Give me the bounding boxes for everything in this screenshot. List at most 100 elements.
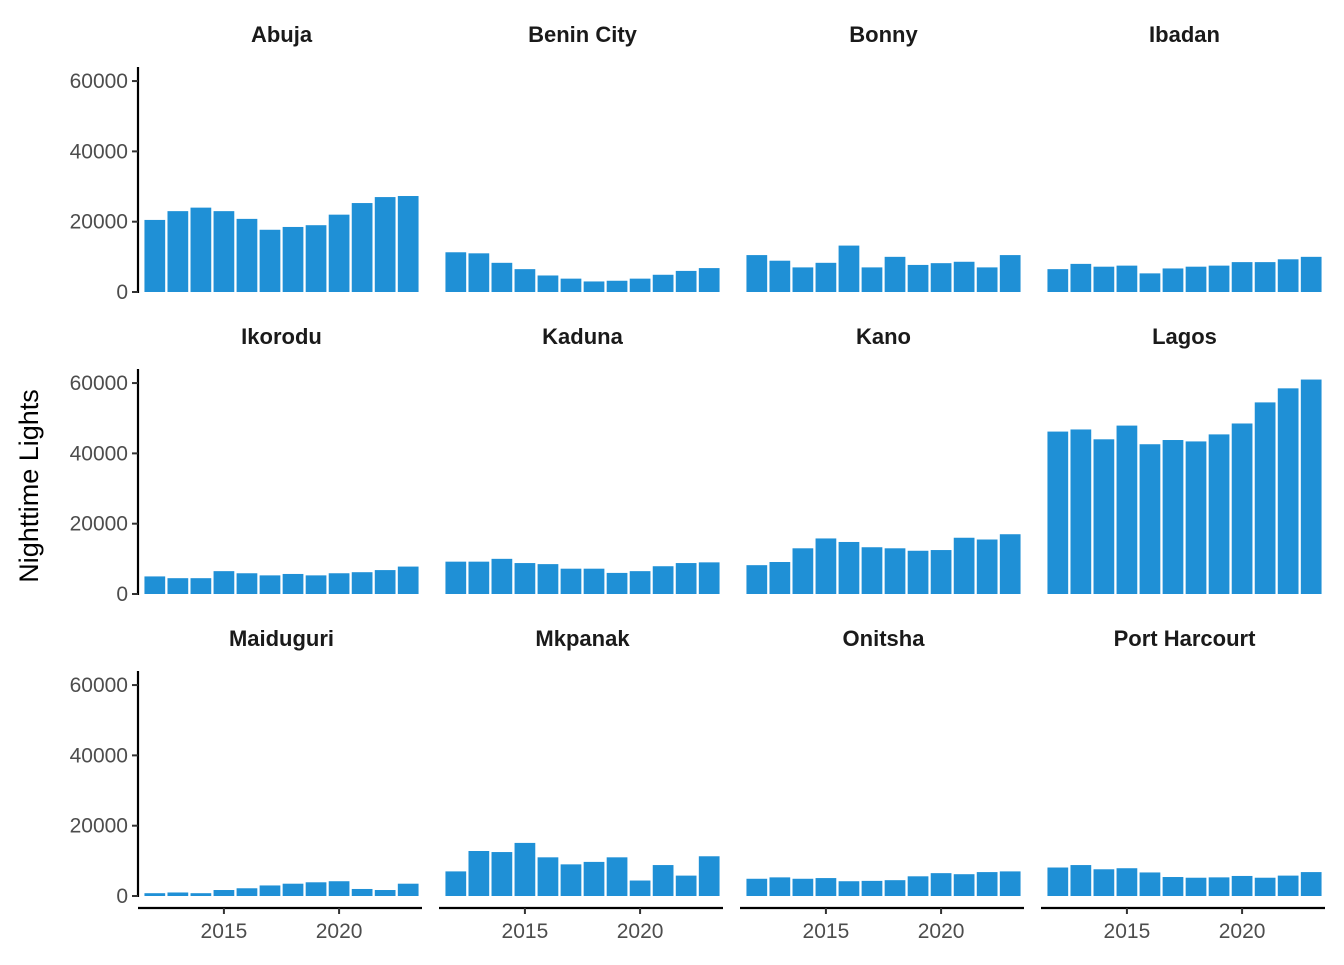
bar [606, 572, 628, 594]
bar [769, 877, 791, 896]
bar [1070, 429, 1092, 594]
bar [838, 245, 860, 292]
y-tick-label: 60000 [70, 70, 128, 93]
x-tick-label: 2020 [1219, 920, 1266, 943]
bar [838, 881, 860, 896]
bar [282, 226, 304, 292]
bar [907, 264, 929, 292]
bar [1208, 265, 1230, 292]
bar [1093, 439, 1115, 594]
bar [953, 537, 975, 594]
facet-title: Kaduna [542, 324, 623, 349]
x-tick-label: 2020 [316, 920, 363, 943]
bar [537, 857, 559, 896]
bar [1231, 262, 1253, 292]
x-tick-label: 2015 [201, 920, 248, 943]
bar [1093, 869, 1115, 896]
bar [1185, 266, 1207, 292]
bar [1070, 865, 1092, 896]
bar [652, 865, 674, 896]
facet-title: Bonny [849, 22, 918, 47]
bar [953, 261, 975, 292]
bar [999, 534, 1021, 594]
bar [491, 558, 513, 594]
bar [884, 256, 906, 292]
bar [1254, 402, 1276, 594]
bar [190, 578, 212, 594]
bar [236, 888, 258, 896]
bar [1254, 877, 1276, 896]
y-tick-label: 60000 [70, 372, 128, 395]
bar [976, 267, 998, 292]
bar [537, 564, 559, 594]
facet-title: Onitsha [843, 626, 926, 651]
bar [698, 856, 720, 896]
bar [445, 252, 467, 292]
bar [629, 880, 651, 896]
y-tick-label: 40000 [70, 744, 128, 767]
bar [328, 214, 350, 292]
bar [213, 890, 235, 896]
bar [884, 548, 906, 594]
bar [930, 550, 952, 594]
bar [1139, 872, 1161, 896]
bar [1116, 265, 1138, 292]
y-tick-label: 20000 [70, 211, 128, 234]
bar [144, 576, 166, 594]
y-tick-label: 0 [116, 281, 128, 304]
bar [491, 852, 513, 896]
bar [397, 566, 419, 594]
bar [305, 575, 327, 594]
bar [1162, 440, 1184, 594]
bar [397, 196, 419, 292]
bar [792, 878, 814, 896]
bar [861, 880, 883, 896]
y-tick-label: 0 [116, 885, 128, 908]
bar [838, 541, 860, 594]
x-tick-label: 2015 [1104, 920, 1151, 943]
bar [167, 578, 189, 594]
bar [190, 207, 212, 293]
bar [328, 881, 350, 896]
facet-title: Mkpanak [535, 626, 630, 651]
bar [328, 573, 350, 594]
bar [698, 562, 720, 594]
bar [1208, 434, 1230, 594]
bar [144, 893, 166, 896]
bar [815, 262, 837, 292]
bar [1047, 269, 1069, 292]
bar [1208, 877, 1230, 896]
bar [1300, 379, 1322, 594]
bar [468, 561, 490, 594]
bar [190, 893, 212, 896]
bar [236, 218, 258, 293]
bar [537, 275, 559, 292]
bar [1300, 872, 1322, 896]
y-tick-label: 20000 [70, 513, 128, 536]
bar [999, 255, 1021, 292]
facet-title: Maiduguri [229, 626, 334, 651]
bar [861, 547, 883, 594]
y-axis-label: Nighttime Lights [14, 389, 44, 583]
bar [1231, 423, 1253, 594]
bar [397, 883, 419, 896]
facet-title: Port Harcourt [1114, 626, 1256, 651]
bar [374, 570, 396, 594]
bar [514, 563, 536, 594]
bar [213, 211, 235, 292]
bar [1093, 266, 1115, 292]
bar [259, 229, 281, 292]
x-tick-label: 2020 [617, 920, 664, 943]
bar [629, 571, 651, 594]
bar [583, 568, 605, 594]
bar [167, 211, 189, 292]
bar [259, 885, 281, 896]
facet-title: Kano [856, 324, 911, 349]
bar [675, 875, 697, 896]
x-tick-label: 2015 [803, 920, 850, 943]
bar [1277, 259, 1299, 292]
bar [769, 562, 791, 594]
bar [1070, 263, 1092, 293]
bar [652, 274, 674, 292]
